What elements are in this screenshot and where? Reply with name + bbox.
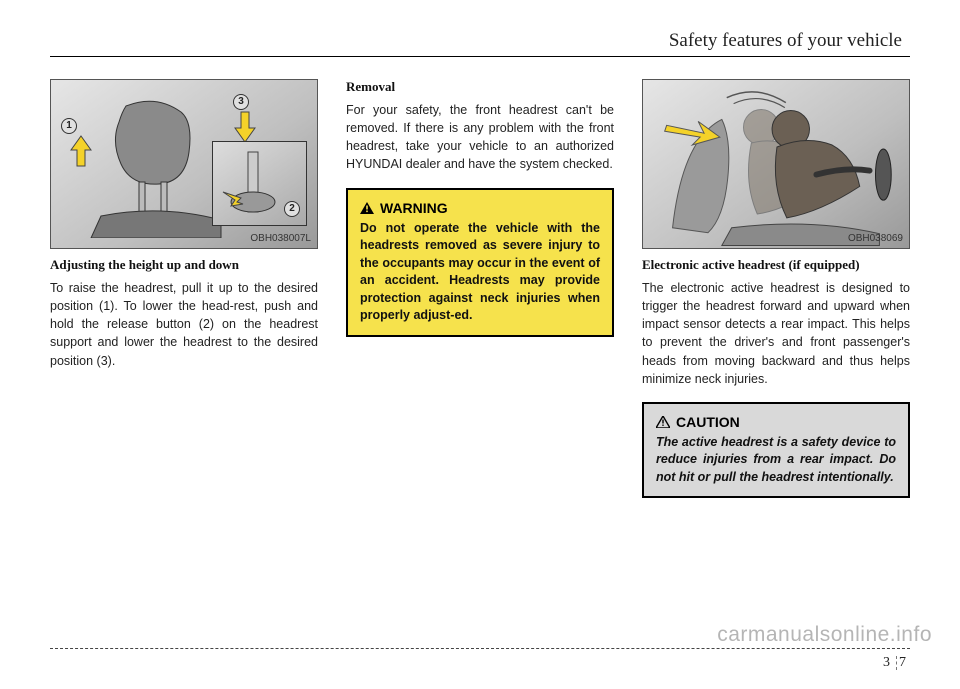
footer-rule (50, 648, 910, 649)
subheading-removal: Removal (346, 79, 614, 95)
column-1: 1 3 2 OBH038007L Adju (50, 79, 318, 498)
body-active-headrest: The electronic active headrest is design… (642, 279, 910, 388)
warning-triangle-icon (360, 202, 374, 214)
subheading-active-headrest: Electronic active headrest (if equipped) (642, 257, 910, 273)
arrow-up-icon (69, 134, 93, 168)
body-removal: For your safety, the front headrest can'… (346, 101, 614, 174)
warning-text: Do not operate the vehicle with the head… (360, 220, 600, 325)
footer: 37 (50, 648, 910, 671)
callout-3: 3 (233, 94, 249, 110)
subheading-adjust: Adjusting the height up and down (50, 257, 318, 273)
caution-label: CAUTION (676, 414, 740, 430)
warning-label: WARNING (380, 200, 448, 216)
column-3: OBH038069 Electronic active headrest (if… (642, 79, 910, 498)
page-number-value: 7 (899, 655, 910, 670)
figure-headrest-adjust: 1 3 2 OBH038007L (50, 79, 318, 249)
warning-title: WARNING (360, 200, 600, 216)
body-adjust: To raise the headrest, pull it up to the… (50, 279, 318, 370)
header-rule (50, 56, 910, 57)
page-chapter: 3 (883, 655, 894, 670)
content-columns: 1 3 2 OBH038007L Adju (50, 79, 910, 498)
callout-2: 2 (284, 201, 300, 217)
caution-triangle-icon (656, 416, 670, 428)
callout-1: 1 (61, 118, 77, 134)
figure-code-2: OBH038069 (848, 233, 903, 244)
column-2: Removal For your safety, the front headr… (346, 79, 614, 498)
page-number: 37 (50, 655, 910, 671)
chapter-title: Safety features of your vehicle (50, 30, 910, 52)
figure-active-headrest: OBH038069 (642, 79, 910, 249)
arrow-down-icon (233, 110, 257, 144)
warning-box: WARNING Do not operate the vehicle with … (346, 188, 614, 337)
caution-box: CAUTION The active headrest is a safety … (642, 402, 910, 499)
caution-text: The active headrest is a safety device t… (656, 434, 896, 487)
headrest-illustration (81, 98, 231, 238)
figure-code-1: OBH038007L (250, 233, 311, 244)
inset-release-button: 2 (212, 141, 307, 226)
active-headrest-illustration (643, 80, 909, 247)
watermark: carmanualsonline.info (717, 623, 932, 647)
caution-title: CAUTION (656, 414, 896, 430)
